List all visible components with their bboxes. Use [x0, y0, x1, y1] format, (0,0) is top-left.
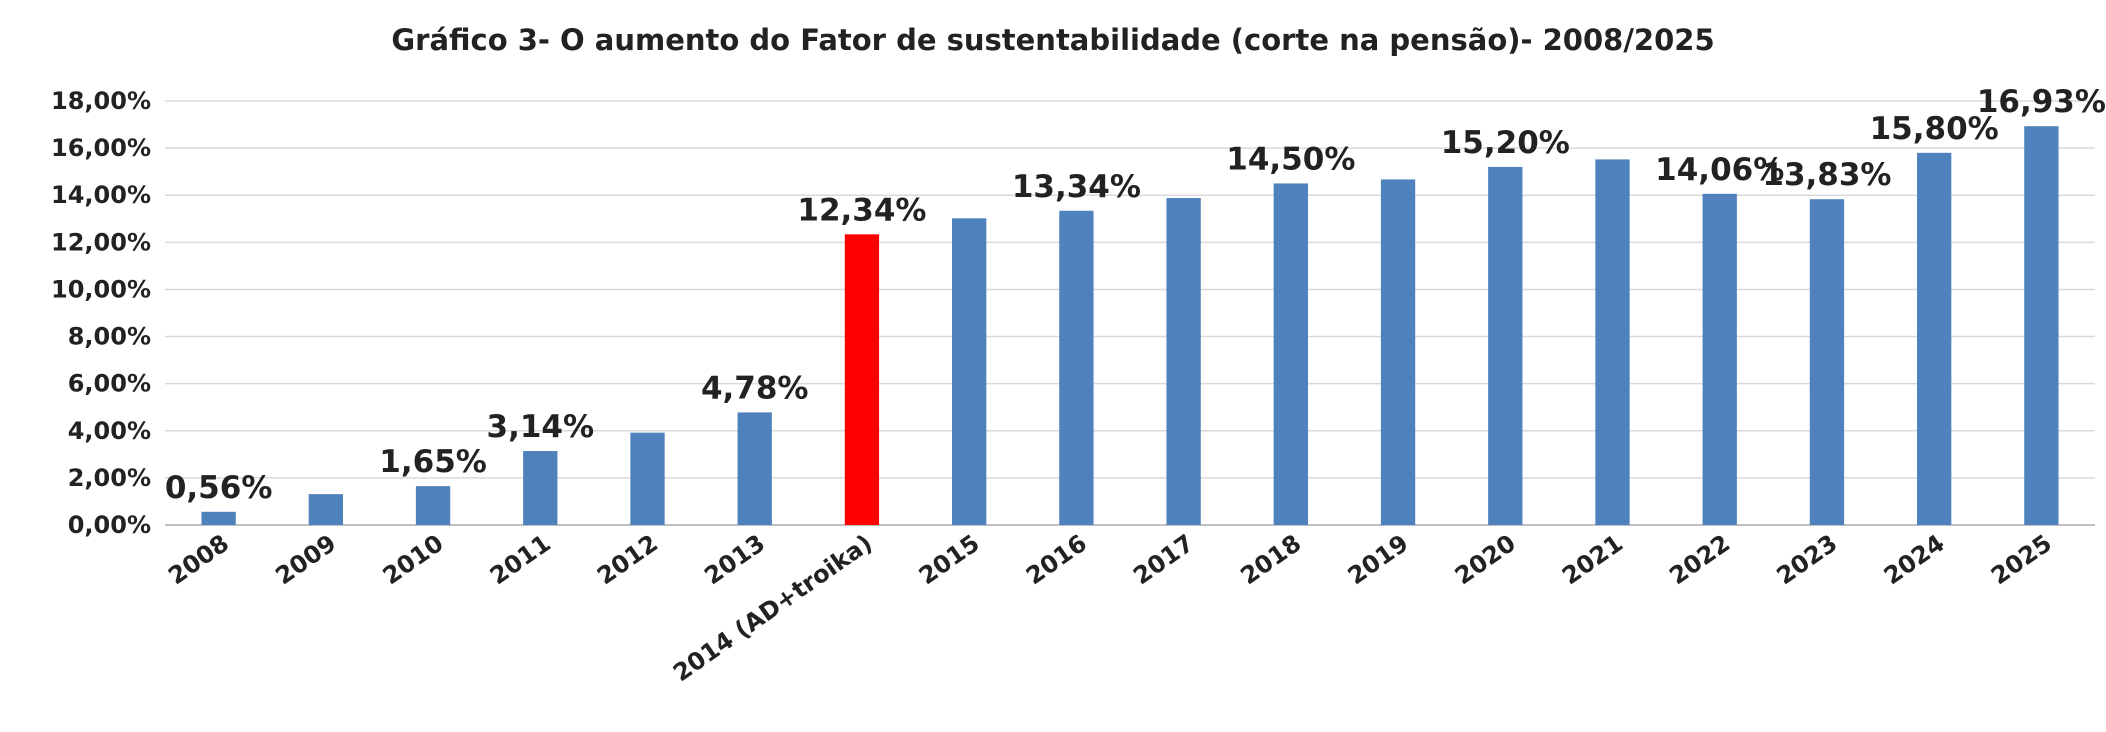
bar	[630, 432, 665, 525]
data-label: 1,65%	[379, 444, 487, 480]
bar	[1273, 183, 1308, 525]
y-tick-label: 8,00%	[68, 323, 151, 351]
bar	[737, 412, 772, 525]
data-label: 15,20%	[1441, 125, 1570, 161]
chart-title: Gráfico 3- O aumento do Fator de sustent…	[391, 23, 1714, 57]
x-tick-label: 2021	[1557, 529, 1628, 590]
bar	[308, 494, 343, 525]
x-tick-label: 2010	[378, 529, 449, 590]
bar	[1917, 152, 1952, 526]
bar	[1595, 159, 1630, 525]
x-tick-label: 2008	[163, 529, 234, 590]
x-tick-label: 2017	[1128, 529, 1199, 590]
x-tick-label: 2014 (AD+troika)	[668, 529, 877, 687]
x-tick-label: 2020	[1450, 529, 1521, 590]
x-tick-label: 2011	[485, 529, 556, 590]
bar	[415, 486, 451, 525]
bar	[2024, 126, 2059, 526]
gridlines	[165, 100, 2095, 526]
y-tick-label: 4,00%	[68, 417, 151, 445]
x-tick-label: 2009	[270, 529, 341, 590]
bar	[1809, 199, 1845, 525]
x-tick-label: 2025	[1986, 529, 2057, 590]
y-axis: 0,00% 2,00% 4,00% 6,00% 8,00% 10,00% 12,00% 14,…	[51, 87, 151, 539]
data-labels: 0,56% 1,65%3,14% 4,78% 12,34% 13,34% 14,50% 15…	[165, 84, 2106, 506]
y-tick-label: 18,00%	[51, 87, 151, 115]
x-tick-label: 2022	[1664, 529, 1735, 590]
bars	[201, 126, 2059, 526]
y-tick-label: 16,00%	[51, 134, 151, 162]
data-label: 14,50%	[1226, 141, 1355, 177]
bar	[523, 451, 558, 525]
x-tick-label: 2013	[699, 529, 770, 590]
x-tick-label: 2015	[914, 529, 985, 590]
x-tick-label: 2024	[1879, 529, 1950, 590]
data-label: 16,93%	[1977, 84, 2106, 120]
data-label: 3,14%	[487, 409, 595, 445]
bar	[1166, 198, 1201, 525]
y-tick-label: 10,00%	[51, 275, 151, 303]
bar	[1702, 193, 1737, 525]
bar	[201, 511, 236, 525]
x-tick-label: 2019	[1343, 529, 1414, 590]
data-label: 4,78%	[701, 370, 809, 406]
y-tick-label: 2,00%	[68, 464, 151, 492]
bar	[1059, 210, 1094, 525]
data-label: 13,34%	[1012, 169, 1141, 205]
data-label: 12,34%	[797, 192, 926, 228]
y-tick-label: 6,00%	[68, 370, 151, 398]
bar	[952, 218, 987, 525]
x-tick-label: 2018	[1235, 529, 1306, 590]
y-tick-label: 12,00%	[51, 228, 151, 256]
data-label: 14,06%	[1655, 152, 1784, 188]
data-label: 13,83%	[1762, 157, 1891, 193]
data-label: 0,56%	[165, 470, 273, 506]
bar	[1488, 166, 1523, 525]
x-tick-label: 2023	[1772, 529, 1843, 590]
x-tick-label: 2016	[1021, 529, 1092, 590]
y-tick-label: 14,00%	[51, 181, 151, 209]
data-label: 15,80%	[1870, 111, 1999, 147]
bar	[844, 234, 880, 525]
y-tick-label: 0,00%	[68, 511, 151, 539]
bar	[1380, 179, 1416, 525]
x-tick-label: 2012	[592, 529, 663, 590]
